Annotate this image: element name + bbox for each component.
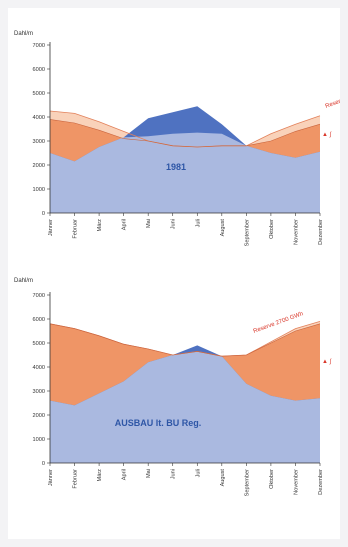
chart-1: 0 1000 2000 3000 4000 5000 6000 7000 Jänner Febru… <box>14 31 340 246</box>
x-tick-label: Jänner <box>48 469 54 486</box>
x-tick-label: Oktober <box>269 469 275 489</box>
x-tick-label: April <box>122 219 128 230</box>
y-axis-label: Dahl/m <box>14 278 33 284</box>
x-tick-label: September <box>244 469 250 496</box>
x-tick-label: März <box>97 469 103 482</box>
y-tick-label: 7000 <box>33 293 45 299</box>
x-tick-label: November <box>293 219 299 245</box>
y-tick-label: 0 <box>42 211 45 217</box>
x-tick-label: Juni <box>171 219 177 229</box>
x-tick-label: Dezember <box>318 219 324 245</box>
center-label: AUSBAU lt. BU Reg. <box>115 418 202 428</box>
x-tick-label: August <box>220 469 226 487</box>
x-tick-label: Mai <box>146 469 152 478</box>
side-annotation: Reserve 800 <box>325 92 340 110</box>
y-tick-label: 4000 <box>33 365 45 371</box>
x-tick-label: März <box>97 219 103 232</box>
y-tick-label: 2000 <box>33 163 45 169</box>
x-tick-label: April <box>122 469 128 480</box>
y-tick-label: 3000 <box>33 139 45 145</box>
side-arrow: ▲ ∫ <box>322 131 332 138</box>
x-tick-label: Juli <box>195 469 201 477</box>
figure: 0 1000 2000 3000 4000 5000 6000 7000 Jänner Febru… <box>8 8 340 539</box>
line-erzeugung <box>49 119 321 148</box>
y-tick-label: 1000 <box>33 187 45 193</box>
x-tick-label: Juli <box>195 219 201 227</box>
y-axis-label: Dahl/m <box>14 31 33 37</box>
side-arrow: ▲ ∫ <box>322 358 332 365</box>
x-tick-label: Dezember <box>318 469 324 495</box>
y-tick-label: 2000 <box>33 413 45 419</box>
center-label: 1981 <box>166 162 186 172</box>
y-tick-label: 6000 <box>33 317 45 323</box>
y-tick-label: 3000 <box>33 389 45 395</box>
x-tick-label: November <box>293 469 299 495</box>
y-tick-label: 1000 <box>33 437 45 443</box>
y-tick-label: 4000 <box>33 115 45 121</box>
area-verbrauch <box>50 132 320 213</box>
y-tick-label: 0 <box>42 461 45 467</box>
x-tick-label: Juni <box>171 469 177 479</box>
area-verbrauch <box>50 351 320 463</box>
x-tick-label: Oktober <box>269 219 275 239</box>
x-tick-label: August <box>220 219 226 237</box>
x-tick-label: Februar <box>73 219 79 239</box>
line-erzeugung <box>49 323 321 357</box>
y-tick-label: 5000 <box>33 91 45 97</box>
y-tick-label: 7000 <box>33 43 45 49</box>
y-tick-label: 5000 <box>33 341 45 347</box>
charts-svg: 0 1000 2000 3000 4000 5000 6000 7000 Jänner Febru… <box>14 31 340 496</box>
x-tick-label: Mai <box>146 219 152 228</box>
chart-2: 0 1000 2000 3000 4000 5000 6000 7000 Jänner Febru… <box>14 278 332 496</box>
x-tick-label: September <box>244 219 250 246</box>
x-tick-label: Februar <box>73 469 79 489</box>
x-tick-label: Jänner <box>48 219 54 236</box>
y-tick-label: 6000 <box>33 67 45 73</box>
